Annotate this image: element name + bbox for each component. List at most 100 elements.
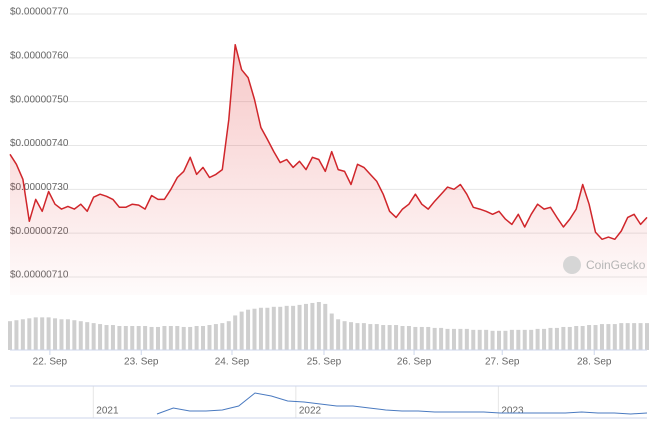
- volume-bar: [593, 325, 598, 350]
- watermark-logo: [563, 256, 581, 274]
- volume-bar: [419, 326, 424, 350]
- volume-bar: [458, 328, 463, 350]
- volume-bar: [368, 324, 373, 350]
- volume-bar: [349, 322, 354, 350]
- volume-bar: [201, 326, 206, 350]
- navigator-line: [156, 392, 648, 415]
- volume-bar: [59, 319, 64, 350]
- volume-bar: [323, 303, 328, 350]
- volume-bar: [226, 321, 231, 350]
- price-area: [10, 44, 647, 296]
- volume-bar: [207, 325, 212, 350]
- volume-bar: [143, 326, 148, 350]
- volume-bar: [426, 326, 431, 350]
- volume-bar: [432, 327, 437, 350]
- navigator-tick-label: 2021: [96, 406, 119, 417]
- volume-bar: [40, 317, 45, 350]
- volume-bar: [91, 323, 96, 350]
- volume-bar: [445, 328, 450, 350]
- volume-bar: [580, 326, 585, 350]
- x-tick-label: 26. Sep: [397, 357, 432, 368]
- volume-bar: [149, 326, 154, 350]
- volume-bar: [516, 329, 521, 350]
- volume-bar: [645, 323, 649, 350]
- volume-bar: [574, 326, 579, 350]
- volume-bar: [484, 329, 489, 350]
- layer: $0.00000710$0.00000720$0.00000730$0.0000…: [8, 7, 649, 419]
- volume-bar: [387, 325, 392, 350]
- volume-bar: [162, 326, 167, 350]
- watermark-text: CoinGecko: [586, 258, 646, 272]
- x-tick-label: 23. Sep: [124, 357, 159, 368]
- volume-bar: [567, 326, 572, 350]
- volume-bar: [78, 321, 83, 350]
- x-tick-label: 24. Sep: [215, 357, 250, 368]
- volume-bar: [451, 328, 456, 350]
- navigator-tick-label: 2023: [501, 406, 524, 417]
- volume-bar: [329, 313, 334, 350]
- volume-bar: [85, 322, 90, 350]
- volume-bar: [130, 326, 135, 350]
- volume-bar: [233, 315, 238, 350]
- volume-bar: [291, 305, 296, 350]
- volume-bar: [625, 323, 630, 350]
- volume-bar: [612, 324, 617, 350]
- volume-bar: [297, 304, 302, 350]
- volume-bar: [110, 325, 115, 350]
- volume-bar: [72, 320, 77, 350]
- volume-bar: [503, 330, 508, 350]
- y-tick-label: $0.00000740: [10, 138, 69, 149]
- volume-bar: [246, 309, 251, 350]
- volume-bar: [33, 317, 38, 350]
- volume-bar: [522, 329, 527, 350]
- volume-bar: [181, 326, 186, 350]
- x-tick-label: 25. Sep: [307, 357, 342, 368]
- volume-bar: [303, 303, 308, 350]
- volume-bar: [194, 326, 199, 350]
- y-tick-label: $0.00000730: [10, 182, 69, 193]
- volume-bar: [252, 308, 257, 350]
- volume-bar: [439, 327, 444, 350]
- volume-bar: [477, 329, 482, 350]
- volume-bar: [278, 306, 283, 350]
- volume-bar: [464, 328, 469, 350]
- watermark: CoinGecko: [563, 256, 646, 274]
- volume-bar: [316, 302, 321, 350]
- volume-bar: [213, 324, 218, 350]
- volume-bar: [529, 329, 534, 350]
- volume-bar: [14, 320, 19, 350]
- navigator-tick-label: 2022: [299, 406, 322, 417]
- volume-bar: [406, 326, 411, 350]
- volume-bar: [53, 318, 58, 350]
- volume-bar: [336, 319, 341, 350]
- y-tick-label: $0.00000750: [10, 94, 69, 105]
- volume-bar: [123, 326, 128, 350]
- volume-bar: [136, 326, 141, 350]
- volume-bar: [542, 328, 547, 350]
- volume-bar: [155, 326, 160, 350]
- volume-bar: [587, 325, 592, 350]
- volume-bar: [548, 327, 553, 350]
- volume-bar: [20, 319, 25, 350]
- y-tick-label: $0.00000770: [10, 7, 69, 18]
- volume-bar: [619, 323, 624, 350]
- volume-bar: [284, 305, 289, 350]
- volume-bar: [46, 317, 51, 350]
- volume-bar: [561, 326, 566, 350]
- volume-bar: [8, 321, 12, 350]
- volume-bar: [271, 306, 276, 350]
- volume-bar: [471, 329, 476, 350]
- x-tick-label: 22. Sep: [33, 357, 68, 368]
- volume-bar: [168, 326, 173, 350]
- volume-bar: [175, 326, 180, 350]
- volume-bar: [188, 326, 193, 350]
- volume-bar: [490, 330, 495, 350]
- volume-bar: [310, 302, 315, 350]
- volume-bar: [381, 325, 386, 350]
- volume-bar: [632, 323, 637, 350]
- volume-bar: [65, 319, 70, 350]
- volume-bar: [355, 323, 360, 350]
- x-tick-label: 27. Sep: [485, 357, 520, 368]
- volume-bar: [258, 307, 263, 350]
